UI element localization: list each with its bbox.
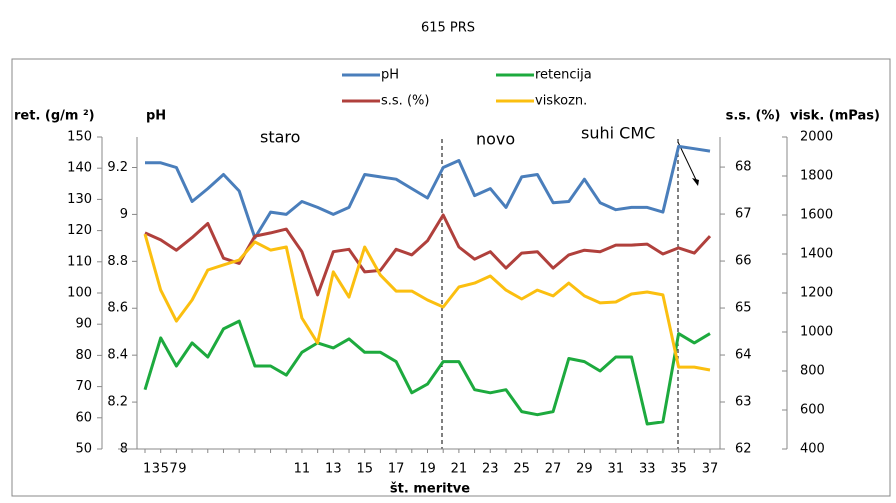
y-tick-label: 70 [75,379,92,394]
arrow [677,141,699,185]
y-tick-label: 2000 [800,130,833,145]
legend-label: pH [381,68,399,83]
chart-frame [11,58,891,497]
axis-title: s.s. (%) [726,109,781,124]
annotation: suhi CMC [581,124,655,143]
x-tick-label: 19 [419,462,436,477]
x-tick-label: 23 [482,462,499,477]
y-tick-label: 63 [735,395,752,410]
axis-title: ret. (g/m ²) [14,109,95,124]
series-line [145,144,711,240]
x-tick-label: 37 [702,462,719,477]
y-tick-label: 150 [67,130,92,145]
y-tick-label: 90 [75,317,92,332]
x-tick-label: 1 [143,462,151,477]
y-tick-label: 8.4 [107,348,128,363]
y-tick-label: 9 [120,207,128,222]
x-tick-label: 15 [356,462,373,477]
y-tick-label: 8.6 [107,301,128,316]
legend-label: viskozn. [535,94,587,109]
y-tick-label: 68 [735,160,752,175]
y-tick-label: 64 [735,348,752,363]
y-tick-label: 67 [735,207,752,222]
chart-title: 615 PRS [421,21,475,36]
series-line [143,319,711,426]
y-tick-label: 1200 [800,286,833,301]
y-tick-label: 600 [800,403,825,418]
y-tick-label: 1000 [800,325,833,340]
x-tick-label: 35 [670,462,687,477]
x-tick-label: 13 [325,462,342,477]
x-tick-label: 29 [576,462,593,477]
x-tick-label: 31 [608,462,625,477]
y-tick-label: 110 [67,254,92,269]
axis-title: visk. (mPas) [790,109,880,124]
y-tick-label: 1400 [800,247,833,262]
x-tick-label: 17 [388,462,405,477]
x-axis-title: št. meritve [390,482,470,497]
y-tick-label: 1800 [800,169,833,184]
y-tick-label: 140 [67,161,92,176]
x-tick-label: 27 [545,462,562,477]
y-tick-label: 80 [75,348,92,363]
y-tick-label: 62 [735,442,752,457]
x-tick-label: 33 [639,462,656,477]
y-tick-label: 800 [800,364,825,379]
annotation: staro [260,128,300,147]
legend-label: s.s. (%) [381,94,429,109]
y-tick-label: 100 [67,286,92,301]
y-tick-label: 66 [735,254,752,269]
x-tick-label: 11 [294,462,311,477]
x-tick-label: 9 [178,462,186,477]
axis-title: pH [146,109,166,124]
x-tick-label: 7 [169,462,177,477]
legend-label: retencija [535,68,592,83]
x-tick-label: 21 [451,462,468,477]
y-tick-label: 9.2 [107,160,128,175]
series-line [143,233,711,372]
y-tick-label: 50 [75,442,92,457]
y-tick-label: 8.2 [107,395,128,410]
y-tick-label: 130 [67,192,92,207]
y-tick-label: 8.8 [107,254,128,269]
y-tick-label: 120 [67,223,92,238]
y-tick-label: 65 [735,301,752,316]
x-tick-label: 5 [161,462,169,477]
y-tick-label: 1600 [800,208,833,223]
x-tick-label: 3 [152,462,160,477]
y-tick-label: 400 [800,442,825,457]
arrow-head [692,178,699,186]
y-tick-label: 60 [75,410,92,425]
series-line [144,213,712,297]
annotation: novo [476,130,515,149]
x-tick-label: 25 [513,462,530,477]
